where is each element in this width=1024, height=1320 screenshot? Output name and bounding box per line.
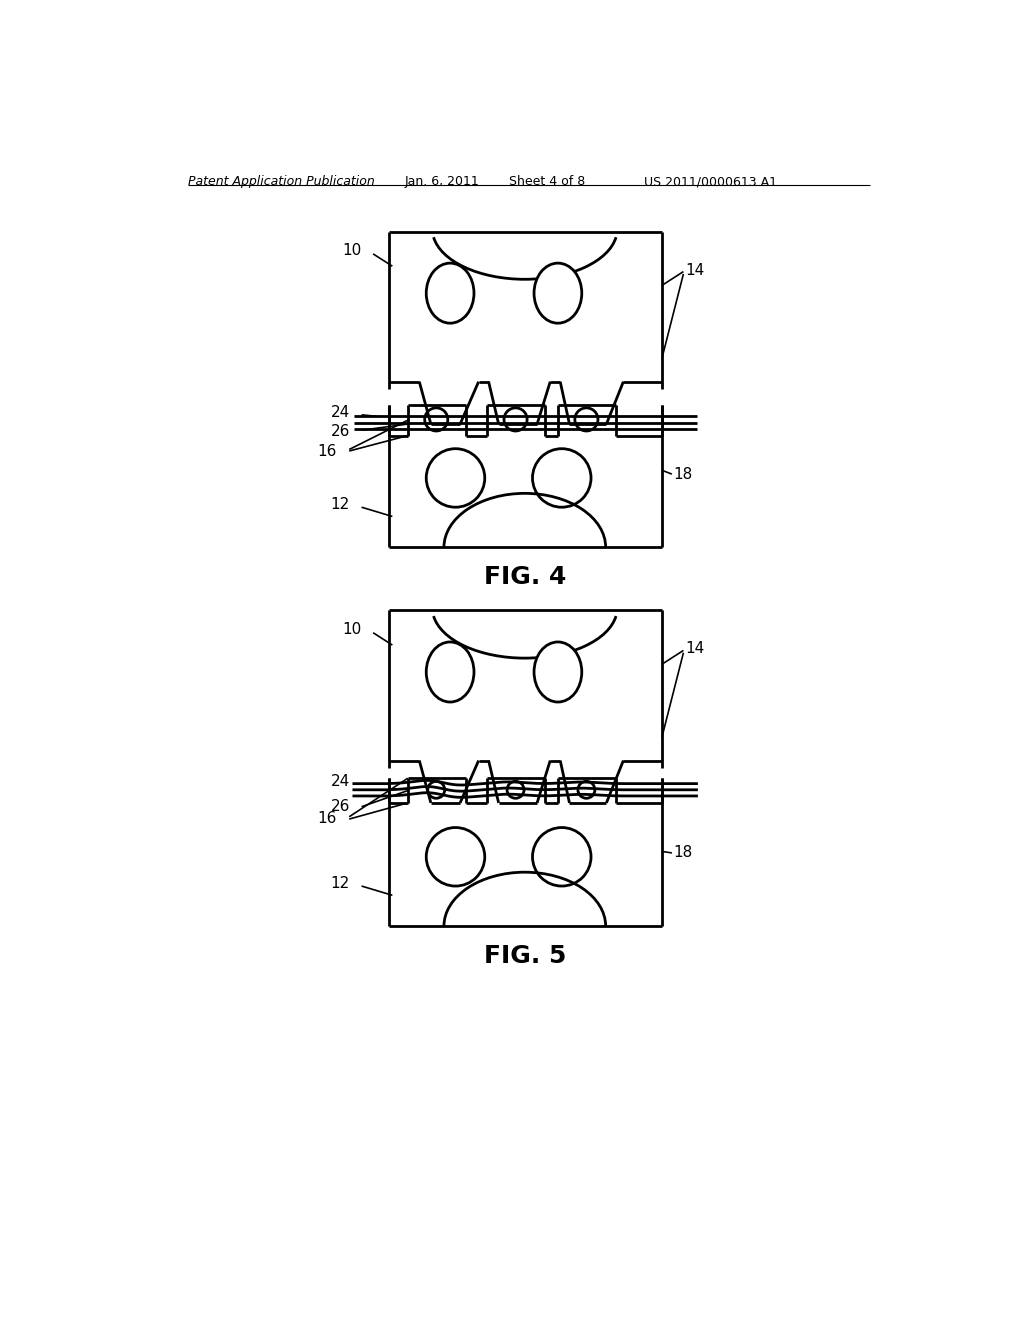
Text: 26: 26 xyxy=(331,424,350,440)
Circle shape xyxy=(428,781,444,799)
Text: US 2011/0000613 A1: US 2011/0000613 A1 xyxy=(644,176,777,189)
Circle shape xyxy=(578,781,595,799)
Ellipse shape xyxy=(535,263,582,323)
Text: 10: 10 xyxy=(342,243,361,259)
Text: 14: 14 xyxy=(685,642,705,656)
Text: 16: 16 xyxy=(317,444,337,458)
Circle shape xyxy=(426,828,484,886)
Text: 24: 24 xyxy=(331,405,350,420)
Text: 10: 10 xyxy=(342,622,361,638)
Text: 26: 26 xyxy=(331,799,350,814)
Text: 24: 24 xyxy=(331,774,350,789)
Text: Jan. 6, 2011: Jan. 6, 2011 xyxy=(404,176,479,189)
Text: 16: 16 xyxy=(317,810,337,826)
Circle shape xyxy=(425,408,447,430)
Circle shape xyxy=(574,408,598,430)
Text: 18: 18 xyxy=(674,466,692,482)
Text: FIG. 5: FIG. 5 xyxy=(483,944,566,968)
Text: Patent Application Publication: Patent Application Publication xyxy=(188,176,375,189)
Text: FIG. 4: FIG. 4 xyxy=(483,565,566,589)
Circle shape xyxy=(532,449,591,507)
Text: 14: 14 xyxy=(685,263,705,277)
Ellipse shape xyxy=(426,263,474,323)
Circle shape xyxy=(426,449,484,507)
Circle shape xyxy=(532,828,591,886)
Circle shape xyxy=(504,408,527,430)
Text: 12: 12 xyxy=(331,498,350,512)
Text: 12: 12 xyxy=(331,876,350,891)
Text: 18: 18 xyxy=(674,845,692,861)
Ellipse shape xyxy=(535,642,582,702)
Text: Sheet 4 of 8: Sheet 4 of 8 xyxy=(509,176,586,189)
Ellipse shape xyxy=(426,642,474,702)
Circle shape xyxy=(507,781,524,799)
